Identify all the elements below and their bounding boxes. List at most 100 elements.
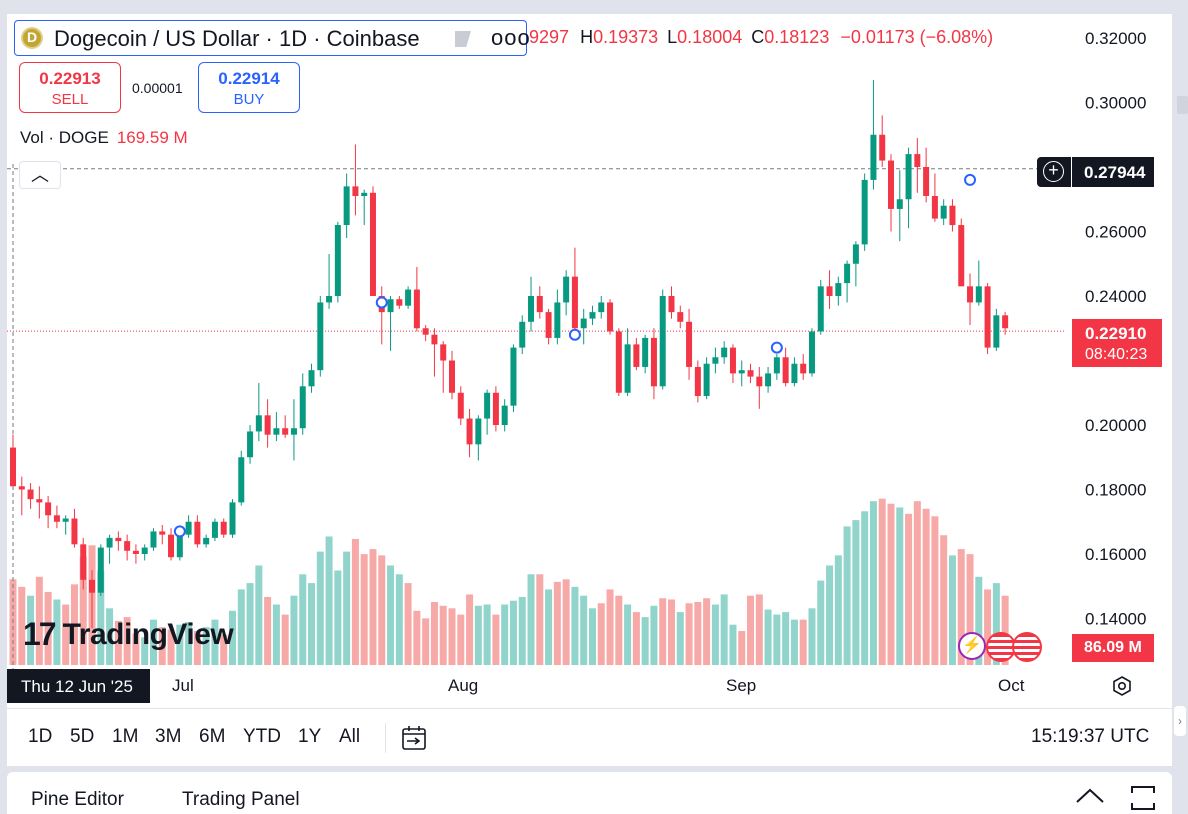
ohlc-close-key: C	[751, 27, 765, 47]
candle-body	[343, 186, 350, 226]
tab-trading-panel[interactable]: Trading Panel	[182, 789, 300, 810]
volume-bar	[966, 554, 974, 665]
candlestick-chart[interactable]: 0.32000 0.30000 0.26000 0.24000 0.20000 0.180…	[7, 14, 1172, 708]
symbol-legend[interactable]: Dogecoin / US Dollar · 1D · Coinbase ooo	[14, 20, 530, 56]
chevron-up-icon[interactable]	[1075, 786, 1105, 806]
chart-pane[interactable]: 0.32000 0.30000 0.26000 0.24000 0.20000 0.180…	[7, 14, 1172, 708]
candle-body	[800, 363, 807, 374]
candle-body	[106, 537, 113, 548]
volume-bar	[501, 604, 509, 665]
candle-body	[501, 405, 508, 425]
dogecoin-logo-icon	[21, 27, 43, 49]
volume-bar	[948, 555, 956, 665]
candle-body	[27, 489, 34, 500]
maximize-panel-icon[interactable]	[1129, 784, 1157, 812]
lightning-event-icon[interactable]: ⚡	[958, 632, 986, 660]
volume-bar	[553, 581, 561, 665]
ohlc-open: 9297	[529, 27, 570, 47]
symbol-title[interactable]: Dogecoin / US Dollar · 1D · Coinbase	[54, 26, 420, 51]
candle-body	[808, 331, 815, 374]
volume-bar	[255, 565, 263, 665]
volume-legend[interactable]: Vol · DOGE 169.59 M	[20, 128, 188, 148]
volume-bar	[158, 627, 166, 665]
tab-pine-editor[interactable]: Pine Editor	[31, 789, 124, 810]
events-icons[interactable]: ⚡	[956, 630, 1048, 662]
volume-bar	[35, 576, 43, 665]
chart-settings-icon[interactable]	[1111, 675, 1133, 697]
crosshair-price-tag: 0.27944	[1072, 157, 1154, 187]
volume-bar	[685, 603, 693, 665]
volume-bar	[70, 584, 78, 665]
volume-bar	[430, 602, 438, 665]
timeframe-1y[interactable]: 1Y	[298, 726, 322, 747]
timeframe-ytd[interactable]: YTD	[243, 726, 281, 747]
price-tick-label: 0.16000	[1085, 545, 1146, 564]
candle-body	[194, 521, 201, 545]
volume-bar	[185, 622, 193, 665]
candle-body	[387, 299, 394, 313]
right-edge-scroll-handle[interactable]: ›	[1174, 706, 1186, 736]
sell-price: 0.22913	[39, 69, 101, 88]
utc-clock[interactable]: 15:19:37 UTC	[1031, 726, 1150, 747]
timeframe-1d[interactable]: 1D	[28, 726, 53, 747]
timeframe-all[interactable]: All	[339, 726, 361, 747]
candle-body	[677, 312, 684, 322]
candle-body	[71, 518, 78, 545]
price-tick-label: 0.30000	[1085, 94, 1146, 113]
volume-bar	[343, 551, 351, 665]
volume-bar	[351, 539, 359, 665]
candle-body	[914, 154, 921, 167]
buy-price: 0.22914	[218, 69, 280, 88]
flag-icon[interactable]	[455, 31, 471, 47]
buy-label: BUY	[233, 91, 265, 108]
volume-bar	[711, 604, 719, 665]
more-options-icon[interactable]: ooo	[491, 25, 531, 50]
volume-bar	[281, 614, 289, 665]
candle-body	[132, 550, 139, 554]
event-marker-icon	[173, 525, 186, 538]
candle-body	[844, 263, 851, 284]
candle-body	[624, 344, 631, 393]
timeframe-1m[interactable]: 1M	[112, 726, 139, 747]
collapse-legend-button[interactable]: ︿	[19, 161, 61, 189]
candle-body	[993, 315, 1000, 348]
add-alert-button[interactable]: +	[1037, 157, 1071, 187]
countdown-value: 08:40:23	[1085, 346, 1148, 363]
volume-bar	[817, 580, 825, 665]
chevron-up-icon: ︿	[31, 165, 49, 185]
volume-bar	[457, 614, 465, 665]
volume-bar	[53, 599, 61, 665]
buy-button[interactable]: 0.22914 BUY	[198, 62, 300, 113]
candle-body	[413, 289, 420, 329]
timeframe-5d[interactable]: 5D	[70, 726, 95, 747]
volume-bar	[729, 624, 737, 665]
candle-body	[668, 296, 675, 313]
tradingview-logo-icon: 17	[23, 616, 57, 652]
candle-body	[141, 547, 148, 554]
candle-body	[326, 296, 333, 303]
volume-bar	[483, 604, 491, 665]
candle-body	[861, 179, 868, 245]
candle-body	[870, 134, 877, 180]
candle-body	[449, 360, 455, 393]
volume-bar	[474, 605, 482, 665]
candle-body	[747, 370, 754, 377]
candle-body	[967, 286, 974, 303]
goto-date-icon[interactable]	[399, 723, 429, 753]
volume-bar	[97, 570, 105, 665]
volume-bar	[193, 630, 201, 665]
timeframe-6m[interactable]: 6M	[199, 726, 226, 747]
candle-body	[703, 363, 710, 396]
volume-bar	[44, 591, 52, 665]
candle-body	[247, 431, 254, 458]
tradingview-brand: TradingView	[62, 617, 234, 651]
sell-button[interactable]: 0.22913 SELL	[19, 62, 121, 113]
volume-bar	[878, 498, 886, 665]
candle-body	[89, 579, 96, 593]
volume-bar	[650, 605, 658, 665]
volume-bar	[176, 624, 184, 665]
candle-body	[782, 357, 789, 384]
us-flag-event-icon-2[interactable]	[1012, 632, 1042, 662]
candle-body	[282, 428, 289, 435]
timeframe-3m[interactable]: 3M	[155, 726, 182, 747]
